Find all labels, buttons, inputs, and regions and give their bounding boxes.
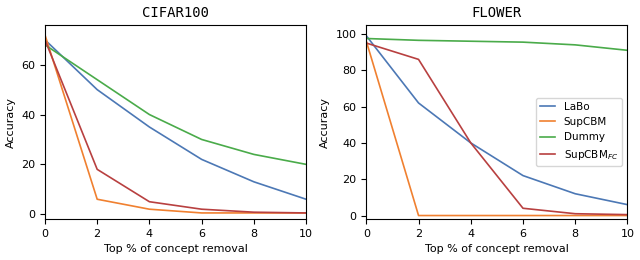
Title: CIFAR100: CIFAR100: [142, 5, 209, 19]
Y-axis label: Accuracy: Accuracy: [6, 96, 15, 147]
Y-axis label: Accuracy: Accuracy: [320, 96, 330, 147]
Legend: LaBo, SupCBM, Dummy, SupCBM$_{FC}$: LaBo, SupCBM, Dummy, SupCBM$_{FC}$: [536, 98, 622, 166]
X-axis label: Top % of concept removal: Top % of concept removal: [425, 244, 569, 255]
Title: FLOWER: FLOWER: [472, 5, 522, 19]
X-axis label: Top % of concept removal: Top % of concept removal: [104, 244, 248, 255]
